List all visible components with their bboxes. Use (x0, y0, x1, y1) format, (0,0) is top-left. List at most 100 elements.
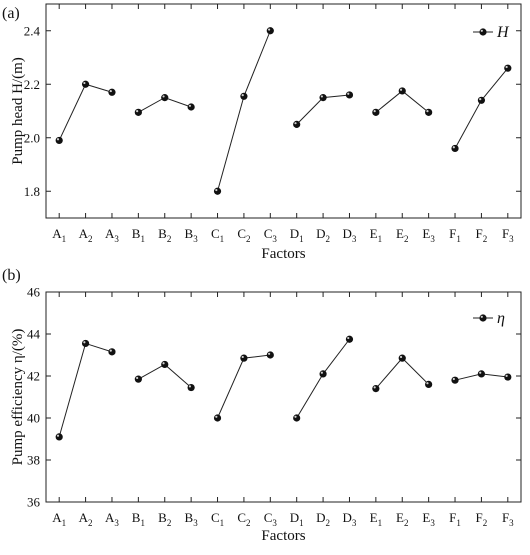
marker-highlight (479, 98, 482, 101)
data-point (451, 376, 459, 384)
data-point (161, 94, 169, 102)
x-axis-label: Factors (261, 528, 305, 544)
x-tick-label: E1 (370, 226, 382, 244)
marker-body (81, 339, 90, 348)
marker-highlight (505, 65, 508, 69)
marker-highlight (136, 110, 139, 113)
data-point (81, 80, 90, 88)
x-tick-label: B3 (185, 510, 199, 528)
marker-highlight (479, 371, 482, 374)
marker-body (266, 351, 274, 359)
legend: H (473, 24, 510, 41)
data-point (55, 136, 63, 145)
x-tick-label: D1 (290, 510, 304, 528)
marker-highlight (347, 92, 350, 95)
legend-label: H (496, 24, 510, 41)
x-tick-label: D3 (343, 510, 357, 528)
legend-marker (479, 28, 487, 36)
x-tick-label: B2 (158, 226, 171, 244)
x-tick-label: A2 (79, 226, 93, 244)
data-point (187, 103, 195, 111)
marker-highlight (162, 95, 165, 98)
marker-highlight (109, 89, 112, 93)
marker-body (213, 414, 222, 422)
data-point (319, 370, 327, 378)
x-tick-label: C1 (211, 510, 224, 528)
series-line-a (58, 83, 113, 141)
series-line-e (375, 357, 429, 389)
marker-body (108, 88, 116, 96)
series-line-d (296, 338, 350, 419)
marker-body (345, 91, 354, 99)
data-point (425, 380, 433, 388)
data-point (398, 354, 406, 362)
data-point (504, 64, 512, 72)
x-tick-label: F3 (502, 510, 514, 528)
marker-body (372, 385, 380, 393)
marker-highlight (347, 336, 350, 340)
data-point (345, 91, 354, 99)
data-point (504, 373, 512, 381)
data-point (372, 108, 380, 116)
panel-label: (b) (2, 267, 21, 284)
marker-highlight (294, 122, 297, 125)
data-point (213, 414, 222, 422)
marker-highlight (399, 88, 403, 91)
x-tick-label: B1 (132, 510, 145, 528)
x-tick-label: C3 (264, 226, 278, 244)
y-tick-label: 36 (27, 495, 41, 510)
data-point (293, 120, 301, 128)
marker-body (319, 94, 327, 102)
series-line-f (454, 67, 509, 149)
data-point (477, 96, 486, 104)
marker-highlight (399, 355, 403, 359)
marker-highlight (215, 415, 218, 418)
x-tick-label: C1 (211, 226, 224, 244)
marker-highlight (241, 93, 244, 97)
data-point (108, 348, 116, 356)
marker-body (504, 64, 512, 72)
data-point (451, 144, 459, 153)
x-tick-label: B2 (158, 510, 171, 528)
plot-frame (45, 3, 522, 219)
panel-a: (a) 1.8 2.0 2.2 2.4 Pump head H/(m) A1 A2 A3 B1 B2… (2, 3, 522, 262)
marker-body (479, 314, 487, 322)
x-tick-label: B3 (185, 226, 199, 244)
marker-body (451, 144, 459, 153)
marker-body (479, 28, 487, 36)
marker-body (134, 375, 142, 383)
marker-highlight (56, 434, 60, 437)
y-tick-label: 1.8 (24, 184, 40, 199)
series-line-c (217, 354, 271, 419)
x-tick-label: A1 (52, 226, 66, 244)
marker-highlight (56, 138, 60, 141)
marker-body (55, 433, 63, 441)
x-tick-label: F3 (502, 226, 514, 244)
x-tick-label: D2 (316, 226, 330, 244)
y-tick-label: 40 (27, 411, 40, 426)
x-tick-label: D1 (290, 226, 304, 244)
marker-body (187, 383, 195, 392)
data-point (293, 414, 301, 422)
marker-highlight (188, 385, 192, 388)
marker-highlight (373, 386, 376, 389)
data-point (425, 108, 433, 116)
y-tick-label: 2.2 (24, 77, 40, 92)
y-axis-label: Pump head H/(m) (10, 57, 26, 164)
marker-body (266, 27, 274, 35)
marker-body (319, 370, 327, 378)
marker-body (108, 348, 116, 356)
x-tick-label: B1 (132, 226, 145, 244)
y-tick-label: 46 (27, 285, 41, 300)
plot-frame (45, 291, 522, 503)
marker-highlight (215, 188, 218, 192)
x-tick-label: F1 (449, 226, 461, 244)
legend-label: η (497, 310, 505, 327)
y-tick-label: 2.4 (24, 23, 41, 38)
marker-highlight (136, 376, 139, 380)
marker-highlight (320, 95, 323, 98)
series-line-c (217, 30, 271, 192)
x-tick-label: E2 (396, 226, 408, 244)
data-point (240, 92, 248, 100)
